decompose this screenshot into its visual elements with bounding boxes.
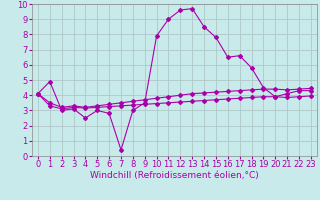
X-axis label: Windchill (Refroidissement éolien,°C): Windchill (Refroidissement éolien,°C) [90, 171, 259, 180]
